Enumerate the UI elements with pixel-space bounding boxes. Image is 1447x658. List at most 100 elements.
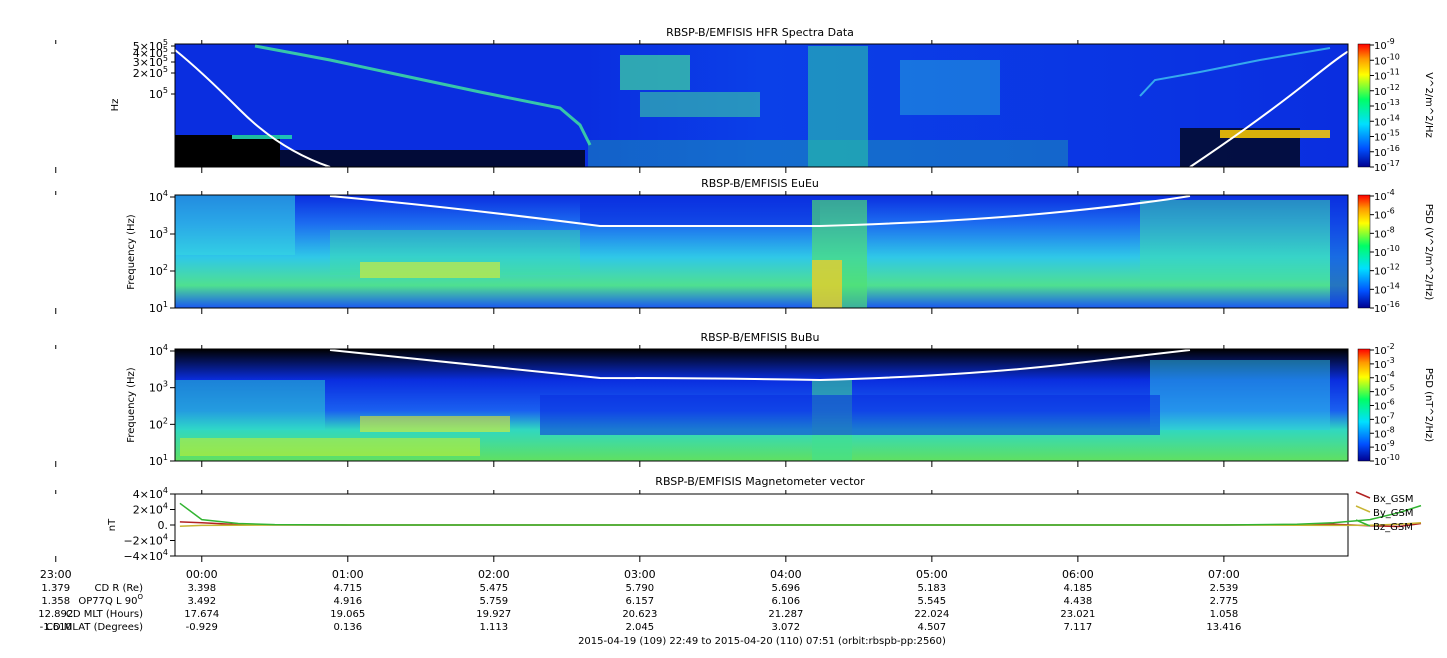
bubu-ytick-label: 102 <box>149 416 168 431</box>
hfr-ytick-label: 105 <box>149 86 168 101</box>
hfr-colorbar <box>1357 43 1371 168</box>
ephemeris-value: 5.183 <box>918 583 947 594</box>
bubu-features <box>175 360 1330 461</box>
ephemeris-value: 7.117 <box>1064 622 1093 633</box>
ephemeris-table: CD R (Re) 1.379 3.398 4.715 5.475 5.790 5.696 5… <box>38 583 1241 633</box>
hfr-spectrogram <box>175 44 1348 167</box>
ephemeris-value: 4.185 <box>1064 583 1093 594</box>
bubu-cbar-tick-label: 10-6 <box>1374 398 1395 413</box>
hfr-ytick-label: 4×105 <box>133 45 168 60</box>
mag-ytick-label: 2×104 <box>133 502 168 517</box>
ephemeris-value: 12.892 <box>38 609 73 620</box>
ephemeris-label: CD MLT (Hours) <box>66 609 143 620</box>
eueu-cbar-tick-label: 10-4 <box>1374 188 1395 203</box>
time-tick-label: 23:00 <box>40 568 72 581</box>
time-tick-label: 00:00 <box>186 568 218 581</box>
time-tick-label: 01:00 <box>332 568 364 581</box>
eueu-colorbar <box>1357 194 1371 309</box>
ephemeris-value: 3.072 <box>772 622 801 633</box>
bubu-y-axis: 104 103 102 101 <box>149 343 175 468</box>
eueu-ytick-label: 102 <box>149 263 168 278</box>
ephemeris-value: 6.157 <box>625 596 654 607</box>
bubu-cbar-tick-label: 10-10 <box>1374 453 1400 468</box>
eueu-ytick-label: 101 <box>149 300 168 315</box>
time-tick-label: 03:00 <box>624 568 656 581</box>
mag-ytick-label: −2×104 <box>123 533 168 548</box>
bubu-cbar-tick-label: 10-8 <box>1374 425 1395 440</box>
ephemeris-value: 19.927 <box>476 609 511 620</box>
time-axis: 23:00 00:00 01:00 02:00 03:00 04:00 05:00 06:00… <box>40 568 1240 581</box>
panel-hfr: RBSP-B/EMFISIS HFR Spectra Data Hz 5×105… <box>110 26 1434 174</box>
ephemeris-value: 1.379 <box>41 583 70 594</box>
bubu-cbar-tick-label: 10-9 <box>1374 439 1395 454</box>
mag-legend: Bx_GSM By_GSM Bz_GSM <box>1355 491 1414 533</box>
ephemeris-value: 21.287 <box>768 609 803 620</box>
hfr-ytick-label: 2×105 <box>133 65 168 80</box>
ephemeris-value: 3.492 <box>187 596 216 607</box>
eueu-trace <box>329 195 1191 228</box>
ephemeris-value: 3.398 <box>187 583 216 594</box>
bubu-colorbar <box>1357 348 1371 462</box>
bubu-cbar-tick-label: 10-3 <box>1374 356 1395 371</box>
panel-title-mag: RBSP-B/EMFISIS Magnetometer vector <box>655 475 865 488</box>
cbar-label-hfr: V^2/m^2/Hz <box>1423 72 1434 138</box>
ephemeris-label: CD R (Re) <box>95 583 144 594</box>
ephemeris-value: 2.045 <box>625 622 654 633</box>
hfr-cbar-tick-label: 10-17 <box>1374 159 1400 174</box>
legend-swatch <box>1355 505 1371 513</box>
mag-ytick-label: 4×104 <box>133 486 168 501</box>
eueu-cbar-tick-label: 10-16 <box>1374 300 1400 315</box>
ephemeris-value: 5.475 <box>479 583 508 594</box>
hfr-cbar-tick-label: 10-14 <box>1374 113 1400 128</box>
bubu-cbar-tick-label: 10-4 <box>1374 370 1395 385</box>
eueu-cbar-tick-label: 10-10 <box>1374 244 1400 259</box>
ephemeris-value: 2.775 <box>1210 596 1239 607</box>
eueu-cbar-tick-label: 10-14 <box>1374 281 1400 296</box>
legend-swatch <box>1355 491 1371 499</box>
ephemeris-value: 0.136 <box>333 622 362 633</box>
hfr-cbar-tick-label: 10-12 <box>1374 83 1400 98</box>
hfr-cbar-tick-label: 10-15 <box>1374 129 1400 144</box>
eueu-y-axis: 104 103 102 101 <box>149 189 175 315</box>
ephemeris-value: 4.916 <box>333 596 362 607</box>
hfr-ytick-label: 3×105 <box>133 54 168 69</box>
bubu-cbar-tick-label: 10-2 <box>1374 342 1395 357</box>
ephemeris-value: 4.715 <box>333 583 362 594</box>
mag-series <box>179 502 1422 528</box>
bubu-ytick-label: 104 <box>149 343 168 358</box>
legend-swatch <box>1355 519 1371 527</box>
time-tick-label: 04:00 <box>770 568 802 581</box>
ylabel-hfr: Hz <box>110 99 121 112</box>
eueu-colorbar-ticks: 10-4 10-6 10-8 10-10 10-12 10-14 10-16 <box>1370 188 1400 315</box>
bubu-cbar-tick-label: 10-5 <box>1374 384 1395 399</box>
mag-ytick-label: 0. <box>158 519 169 532</box>
cbar-label-bubu: PSD (nT^2/Hz) <box>1423 368 1434 442</box>
ephemeris-value: 4.438 <box>1064 596 1093 607</box>
time-tick-label: 06:00 <box>1062 568 1094 581</box>
time-tick-label: 05:00 <box>916 568 948 581</box>
time-tick-label: 07:00 <box>1208 568 1240 581</box>
ephemeris-value: -0.929 <box>186 622 218 633</box>
ephemeris-label: OP77Q L 90O <box>78 593 143 607</box>
cbar-label-eueu: PSD (V^2/m^2/Hz) <box>1423 204 1434 301</box>
panel-title-hfr: RBSP-B/EMFISIS HFR Spectra Data <box>666 26 854 39</box>
ephemeris-value: 2.539 <box>1210 583 1239 594</box>
ylabel-mag: nT <box>107 518 118 531</box>
ephemeris-value: 5.759 <box>479 596 508 607</box>
ylabel-eueu: Frequency (Hz) <box>126 214 137 290</box>
panel-title-eueu: RBSP-B/EMFISIS EuEu <box>701 177 819 190</box>
ephemeris-value: 19.065 <box>330 609 365 620</box>
hfr-features <box>175 44 1331 167</box>
hfr-colorbar-ticks: 10-910-1010-1110-1210-1310-1410-1510-161… <box>1370 37 1400 174</box>
bubu-trace <box>329 349 1191 382</box>
tick-marks <box>55 40 1225 562</box>
eueu-cbar-tick-label: 10-12 <box>1374 263 1400 278</box>
ephemeris-value: 5.790 <box>625 583 654 594</box>
eueu-features <box>175 195 1348 308</box>
footer-range: 2015-04-19 (109) 22:49 to 2015-04-20 (11… <box>578 636 946 647</box>
ephemeris-value: 22.024 <box>914 609 949 620</box>
ephemeris-value: 1.358 <box>41 596 70 607</box>
hfr-cbar-tick-label: 10-16 <box>1374 144 1400 159</box>
